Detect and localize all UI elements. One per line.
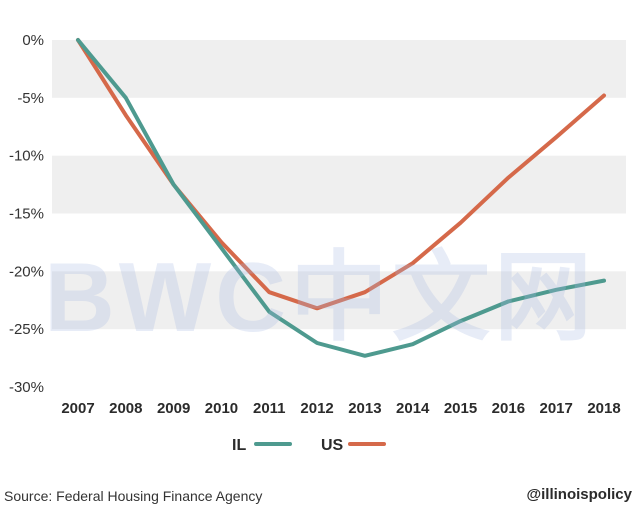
y-tick-label: -25% [9, 321, 44, 338]
grid-bands [52, 40, 626, 330]
x-tick-label: 2012 [300, 400, 333, 417]
series-lines [76, 38, 606, 358]
x-tick-label: 2013 [348, 400, 381, 417]
series-line-il [76, 38, 606, 358]
x-tick-label: 2009 [157, 400, 190, 417]
y-tick-label: 0% [22, 32, 44, 49]
y-tick-label: -10% [9, 148, 44, 165]
legend-label-us: US [321, 437, 344, 454]
y-tick-label: -15% [9, 206, 44, 223]
y-tick-label: -5% [17, 90, 44, 107]
x-tick-label: 2011 [253, 400, 286, 417]
y-tick-label: -30% [9, 379, 44, 396]
x-tick-label: 2010 [205, 400, 238, 417]
x-tick-label: 2007 [61, 400, 94, 417]
legend-label-il: IL [232, 437, 246, 454]
x-tick-label: 2017 [539, 400, 572, 417]
y-tick-label: -20% [9, 263, 44, 280]
grid-band [52, 155, 626, 214]
x-tick-label: 2016 [492, 400, 525, 417]
x-tick-label: 2008 [109, 400, 142, 417]
x-tick-label: 2015 [444, 400, 477, 417]
brand-handle: @illinoispolicy [526, 486, 632, 503]
x-axis: 2007 2008 2009 2010 2011 2012 2013 2014 2015 2016… [61, 400, 620, 417]
grid-band [52, 40, 626, 98]
x-tick-label: 2018 [587, 400, 620, 417]
y-axis: 0% -5% -10% -15% -20% -25% -30% [9, 32, 44, 396]
x-tick-label: 2014 [396, 400, 430, 417]
legend: IL US [232, 437, 386, 454]
source-note: Source: Federal Housing Finance Agency [4, 488, 263, 504]
